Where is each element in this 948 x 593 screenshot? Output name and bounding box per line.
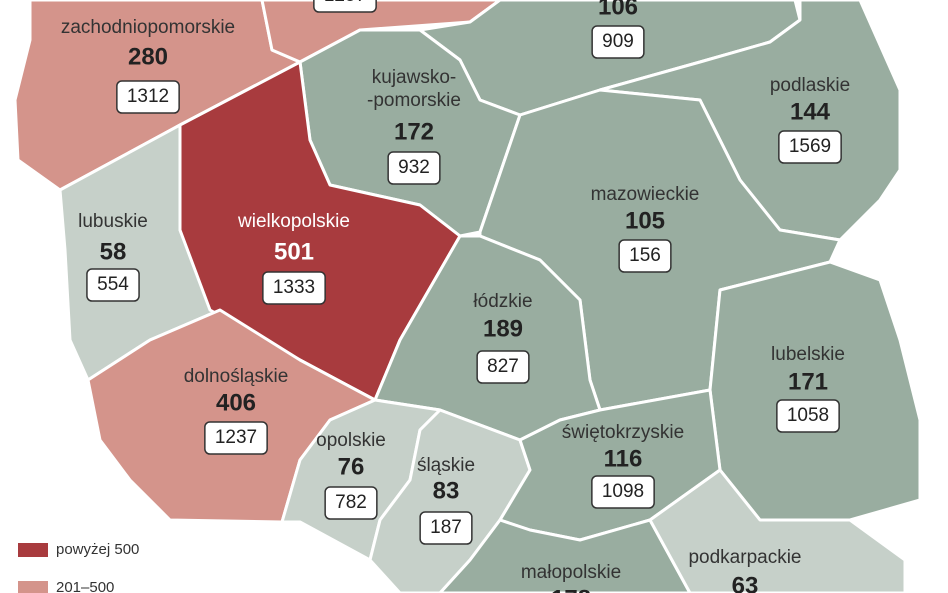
region-count: 189 [483,315,523,342]
value-box [778,130,842,164]
value-box [324,486,378,520]
value-box [776,399,840,433]
value-box [116,80,180,114]
region-count: 406 [216,389,256,416]
region-label: podkarpackie 63 [688,547,801,593]
legend-label: 201–500 [56,579,114,593]
region-label: łódzkie 189 827 [473,291,533,384]
value-box [313,0,377,13]
region-shape [438,518,692,593]
region-value: 909 [602,31,634,52]
legend-label: powyżej 500 [56,541,139,558]
region-name: świętokrzyskie [562,422,684,443]
region-count: 501 [274,238,314,265]
value-box [591,475,655,509]
region-count: 105 [625,207,665,234]
region-value: 782 [335,492,367,513]
region-value: 1312 [127,86,169,107]
region-value: 827 [487,356,519,377]
region-name: -pomorskie [367,90,461,111]
region-count: 76 [338,453,365,480]
value-box [262,271,326,305]
region-count: 83 [433,477,460,504]
value-box [591,25,645,59]
region-label: 1257 [313,0,377,13]
region-label: wielkopolskie 501 1333 [237,211,350,305]
region-value: 1257 [324,0,366,6]
region-label: 106 909 [591,0,645,59]
region-shape [648,468,907,593]
legend-swatch [18,543,48,557]
region-count: 144 [790,98,831,125]
region-name: kujawsko- [372,67,456,88]
region-count: 172 [394,118,434,145]
region-value: 554 [97,274,129,295]
region-name: małopolskie [521,562,621,583]
region-name: podlaskie [770,75,850,96]
region-value: 932 [398,157,430,178]
region-count: 63 [732,572,759,593]
region-value: 187 [430,517,462,538]
region-count: 116 [604,445,643,472]
region-value: 156 [629,245,661,266]
value-box [419,511,473,545]
region-label: małopolskie 178 [521,562,621,593]
region-name: wielkopolskie [237,211,350,232]
region-value: 1058 [787,405,829,426]
region-name: łódzkie [473,291,532,312]
region-name: zachodniopomorskie [61,17,235,38]
region-count: 178 [551,585,591,593]
region-count: 58 [100,238,127,265]
region-name: mazowieckie [591,184,700,205]
region-count: 280 [128,43,168,70]
region-name: śląskie [417,455,475,476]
region-name: lubelskie [771,344,845,365]
region-label: lubuskie 58 554 [78,211,148,302]
value-box [387,151,441,185]
legend-swatch [18,581,48,593]
region-name: opolskie [316,430,386,451]
region-label: lubelskie 171 1058 [771,344,845,433]
region-value: 1237 [215,427,257,448]
region-name: dolnośląskie [184,366,289,387]
value-box [86,268,140,302]
region-value: 1333 [273,277,315,298]
region-name: lubuskie [78,211,148,232]
region-name: podkarpackie [688,547,801,568]
region-label: zachodniopomorskie 280 1312 [61,17,235,114]
region-value: 1569 [789,136,831,157]
value-box [476,350,530,384]
value-box [618,239,672,273]
region-label: kujawsko--pomorskie 172 932 [367,67,461,185]
region-count: 106 [598,0,638,20]
region-count: 171 [788,368,828,395]
regions-shapes [13,0,922,593]
value-box [204,421,268,455]
region-value: 1098 [602,481,644,502]
